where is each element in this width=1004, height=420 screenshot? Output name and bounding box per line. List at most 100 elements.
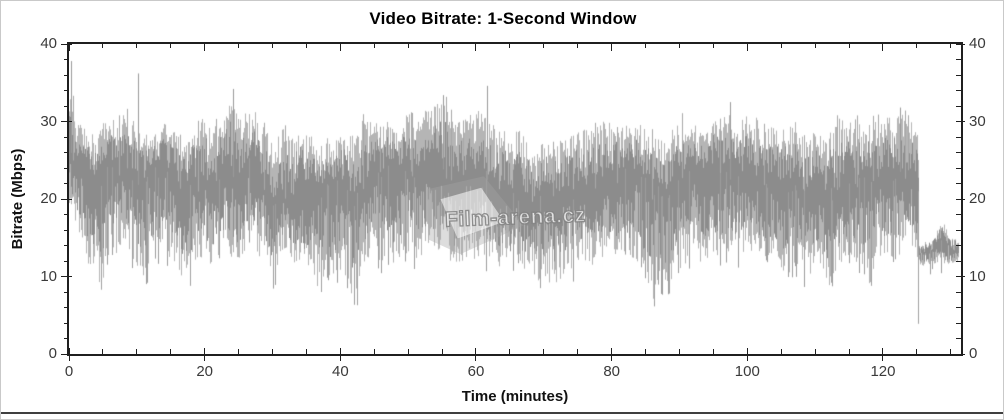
y-minor-tick-left xyxy=(64,214,69,215)
y-major-tick-right xyxy=(956,121,965,122)
y-tick-label-left: 40 xyxy=(40,35,57,52)
y-minor-tick-right xyxy=(956,245,961,246)
y-minor-tick-right xyxy=(956,322,961,324)
x-minor-tick-top xyxy=(712,44,714,48)
x-minor-tick-top xyxy=(814,44,816,48)
y-minor-tick-left xyxy=(64,167,69,169)
y-minor-tick-left xyxy=(64,307,69,308)
x-minor-tick xyxy=(780,349,782,354)
x-minor-tick-top xyxy=(305,44,307,48)
x-tick-label: 0 xyxy=(64,363,74,380)
x-tick-label: 40 xyxy=(331,363,349,380)
x-minor-tick xyxy=(170,349,172,354)
y-major-tick-left xyxy=(61,198,72,200)
x-tick-label: 20 xyxy=(196,363,213,380)
y-minor-tick-right xyxy=(956,136,961,138)
y-minor-tick-right xyxy=(956,74,961,76)
x-minor-tick xyxy=(238,349,240,354)
x-major-tick xyxy=(882,348,884,361)
x-minor-tick-top xyxy=(441,44,443,48)
x-minor-tick-top xyxy=(780,44,782,48)
y-tick-label-left: 20 xyxy=(40,190,57,207)
x-major-tick-top xyxy=(746,44,748,51)
x-minor-tick-top xyxy=(848,44,850,48)
y-minor-tick-left xyxy=(64,90,69,91)
x-major-tick-top xyxy=(68,44,70,51)
y-major-tick-right xyxy=(956,198,965,200)
y-major-tick-left xyxy=(61,276,72,277)
y-tick-label-left: 0 xyxy=(48,345,57,362)
y-minor-tick-right xyxy=(956,105,961,107)
y-minor-tick-left xyxy=(64,59,69,60)
x-tick-label: 120 xyxy=(870,363,896,380)
x-minor-tick-top xyxy=(645,44,647,48)
x-minor-tick-top xyxy=(238,44,240,48)
x-minor-tick xyxy=(712,349,714,354)
y-minor-tick-right xyxy=(956,307,961,308)
y-minor-tick-left xyxy=(64,291,69,293)
x-minor-tick-top xyxy=(136,44,138,48)
x-minor-tick-top xyxy=(543,44,545,48)
x-minor-tick-top xyxy=(407,44,409,48)
x-minor-tick-top xyxy=(916,44,918,48)
y-major-tick-left xyxy=(61,43,72,45)
x-minor-tick-top xyxy=(170,44,172,48)
y-minor-tick-right xyxy=(956,152,961,153)
x-minor-tick xyxy=(848,349,850,354)
y-tick-label-right: 10 xyxy=(969,267,986,285)
x-minor-tick xyxy=(441,349,443,354)
x-tick-label: 100 xyxy=(734,363,760,380)
y-minor-tick-left xyxy=(64,74,69,76)
chart-title: Video Bitrate: 1-Second Window xyxy=(369,9,637,28)
y-minor-tick-right xyxy=(956,338,961,339)
y-major-tick-right xyxy=(956,276,965,277)
y-minor-tick-right xyxy=(956,260,961,262)
y-minor-tick-left xyxy=(64,152,69,153)
x-major-tick-top xyxy=(475,44,477,51)
x-minor-tick-top xyxy=(271,44,273,48)
x-minor-tick xyxy=(271,349,273,354)
y-major-tick-left xyxy=(61,121,72,122)
x-major-tick-top xyxy=(339,44,341,51)
y-minor-tick-right xyxy=(956,167,961,169)
y-tick-label-right: 30 xyxy=(969,112,986,130)
bottom-divider xyxy=(1,412,1003,414)
x-minor-tick-top xyxy=(577,44,579,48)
y-minor-tick-left xyxy=(64,105,69,107)
x-major-tick-top xyxy=(882,44,884,51)
x-minor-tick xyxy=(577,349,579,354)
y-tick-label-right: 20 xyxy=(969,190,986,207)
y-minor-tick-right xyxy=(956,291,961,293)
x-major-tick xyxy=(339,348,341,361)
x-minor-tick xyxy=(678,349,680,354)
x-minor-tick-top xyxy=(950,44,952,48)
y-minor-tick-left xyxy=(64,229,69,231)
x-major-tick xyxy=(68,348,70,361)
x-tick-label: 60 xyxy=(467,363,485,380)
x-tick-label: 80 xyxy=(603,363,620,380)
y-major-tick-left xyxy=(61,353,72,355)
x-minor-tick xyxy=(509,349,511,354)
y-minor-tick-right xyxy=(956,214,961,215)
bitrate-plot-canvas xyxy=(69,44,961,354)
y-minor-tick-left xyxy=(64,338,69,339)
x-minor-tick-top xyxy=(373,44,375,48)
x-minor-tick xyxy=(102,349,104,354)
x-minor-tick-top xyxy=(678,44,680,48)
x-major-tick xyxy=(746,348,748,361)
x-major-tick xyxy=(611,348,613,361)
x-minor-tick-top xyxy=(509,44,511,48)
y-minor-tick-right xyxy=(956,90,961,91)
x-major-tick xyxy=(475,348,477,361)
x-minor-tick xyxy=(814,349,816,354)
x-major-tick-top xyxy=(204,44,206,51)
x-axis-label: Time (minutes) xyxy=(461,388,569,405)
y-tick-label-left: 30 xyxy=(40,112,57,130)
x-minor-tick xyxy=(916,349,918,354)
y-major-tick-right xyxy=(956,353,965,355)
watermark-text: Film-arena.cz xyxy=(444,203,587,232)
y-major-tick-right xyxy=(956,43,965,45)
y-minor-tick-right xyxy=(956,59,961,60)
y-tick-label-right: 40 xyxy=(969,35,986,52)
